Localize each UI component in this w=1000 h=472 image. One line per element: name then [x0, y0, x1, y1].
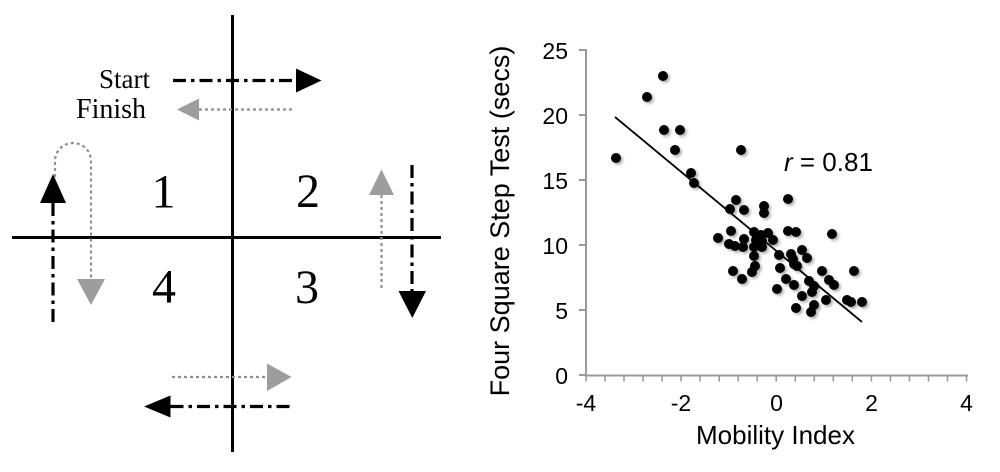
svg-text:3: 3 — [295, 261, 319, 314]
svg-text:15: 15 — [542, 168, 568, 194]
svg-text:-4: -4 — [576, 390, 597, 416]
svg-text:1: 1 — [152, 166, 176, 219]
svg-text:r = 0.81: r = 0.81 — [784, 147, 873, 177]
svg-text:25: 25 — [542, 38, 568, 64]
svg-text:Four Square Step Test (secs): Four Square Step Test (secs) — [485, 46, 515, 397]
svg-text:-2: -2 — [671, 390, 691, 416]
svg-text:Start: Start — [99, 64, 150, 94]
svg-text:10: 10 — [542, 233, 568, 259]
svg-text:5: 5 — [555, 298, 568, 324]
svg-text:0: 0 — [770, 390, 783, 416]
svg-text:20: 20 — [542, 103, 568, 129]
svg-text:4: 4 — [960, 390, 973, 416]
svg-text:4: 4 — [152, 261, 176, 314]
svg-text:Mobility Index: Mobility Index — [696, 420, 855, 450]
svg-text:Finish: Finish — [76, 94, 146, 125]
svg-text:2: 2 — [296, 165, 320, 218]
svg-text:2: 2 — [865, 390, 878, 416]
svg-text:0: 0 — [555, 363, 568, 389]
